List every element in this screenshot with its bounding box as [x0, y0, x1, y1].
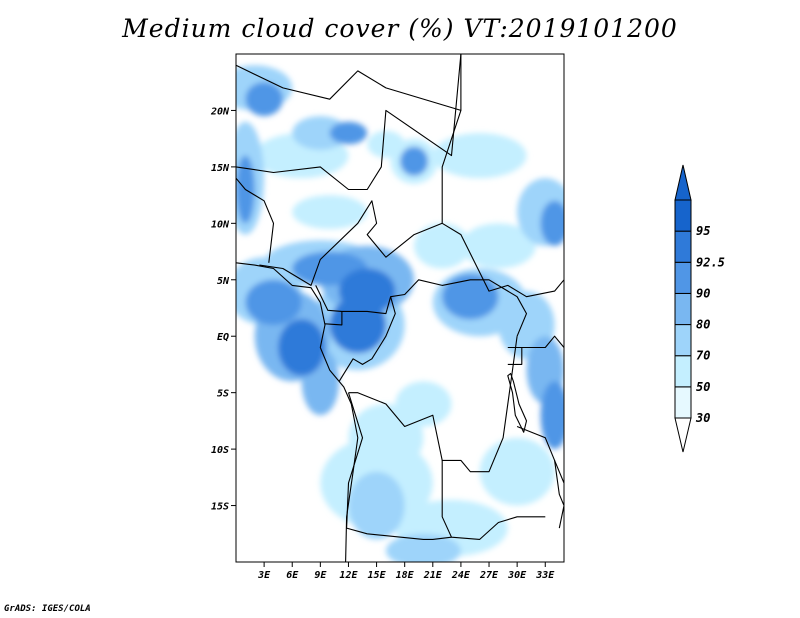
- cloud-patch-21: [348, 471, 405, 540]
- colorbar-under-triangle: [674, 417, 692, 453]
- lat-tick-label: 20N: [210, 106, 230, 117]
- colorbar-swatch-80: [674, 292, 692, 326]
- lon-tick-label: 21E: [423, 570, 443, 581]
- colorbar-label: 92.5: [696, 255, 725, 269]
- colorbar-label: 30: [695, 411, 710, 425]
- cloud-patch-31: [540, 200, 564, 246]
- colorbar-swatch-95: [674, 199, 692, 232]
- cloud-field: [236, 65, 564, 562]
- colorbar-swatch-92.5: [674, 230, 692, 263]
- border-line-9: [346, 392, 452, 540]
- plot-frame: [235, 53, 565, 563]
- lake-tanganyika: [507, 372, 528, 433]
- lon-tick-label: 18E: [396, 570, 415, 581]
- cloud-patch-35: [540, 381, 564, 450]
- border-line-10: [441, 460, 546, 540]
- lon-tick-label: 3E: [257, 570, 271, 581]
- colorbar-label: 50: [696, 380, 710, 394]
- colorbar-label: 70: [696, 349, 710, 363]
- lat-tick-label: 10S: [211, 445, 229, 456]
- colorbar-swatch-30: [674, 386, 692, 419]
- cloud-patch-6: [414, 223, 471, 269]
- cloud-patch-11: [479, 437, 555, 506]
- coastline: [236, 262, 359, 562]
- latitude-axis: 20N 15N 10N 5N EQ 5S 10S 15S: [210, 106, 236, 513]
- colorbar-swatch-50: [674, 355, 692, 388]
- border-line-12: [554, 460, 564, 529]
- border-line-11: [516, 425, 564, 484]
- cloud-patch-30: [400, 146, 429, 176]
- lat-tick-label: 5S: [217, 389, 229, 400]
- border-line-13: [507, 346, 523, 365]
- colorbar-swatch-70: [674, 324, 692, 357]
- colorbar-over-triangle: [674, 164, 692, 201]
- cloud-patch-38: [329, 296, 386, 354]
- lat-tick-label: 15N: [211, 163, 230, 174]
- longitude-axis: 3E 6E 9E 12E 15E 18E 21E 24E 27E 30E 33E: [257, 562, 555, 581]
- lat-tick-label: EQ: [217, 332, 229, 343]
- border-line-2: [441, 110, 564, 298]
- lon-tick-label: 24E: [451, 570, 471, 581]
- lon-tick-label: 30E: [507, 570, 527, 581]
- border-line-1: [236, 54, 462, 191]
- colorbar-label: 90: [696, 286, 710, 300]
- cloud-patch-4: [292, 195, 368, 229]
- cloud-patch-28: [329, 121, 368, 145]
- cloud-patch-33: [245, 279, 302, 325]
- border-line-7: [338, 296, 396, 382]
- cloud-patch-3: [432, 133, 527, 179]
- lon-tick-label: 12E: [339, 570, 358, 581]
- cloud-patch-37: [278, 319, 326, 376]
- cloud-patch-5: [460, 223, 536, 269]
- lon-tick-label: 6E: [286, 570, 299, 581]
- country-borders: [236, 54, 564, 562]
- border-line-6: [324, 311, 343, 326]
- cloud-patch-27: [245, 82, 283, 117]
- cloud-patch-13: [292, 116, 349, 150]
- cloud-patch-34: [442, 274, 499, 320]
- colorbar-label: 95: [696, 224, 710, 238]
- lon-tick-label: 9E: [314, 570, 327, 581]
- border-line-3: [236, 177, 275, 263]
- border-line-14: [517, 335, 564, 349]
- colorbar-label: 80: [696, 318, 710, 332]
- lat-tick-label: 5N: [217, 276, 230, 287]
- lat-tick-label: 15S: [211, 502, 229, 513]
- colorbar: 30 50 70 80 90 92.5 95: [674, 164, 725, 453]
- colorbar-swatch-90: [674, 261, 692, 294]
- map-title: Medium cloud cover (%) VT:2019101200: [122, 14, 678, 43]
- cloud-patch-22: [385, 533, 461, 562]
- lat-tick-label: 10N: [211, 219, 230, 230]
- credit-label: GrADS: IGES/COLA: [4, 604, 91, 614]
- border-line-8: [348, 336, 518, 473]
- lon-tick-label: 33E: [535, 570, 555, 581]
- border-line-4: [259, 200, 443, 286]
- lon-tick-label: 15E: [368, 570, 387, 581]
- border-line-5: [315, 279, 528, 337]
- lon-tick-label: 27E: [479, 570, 499, 581]
